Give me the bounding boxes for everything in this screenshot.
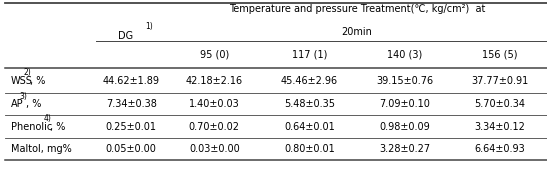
Text: 0.05±0.00: 0.05±0.00 xyxy=(106,144,157,154)
Text: 156 (5): 156 (5) xyxy=(482,50,517,60)
Text: 0.70±0.02: 0.70±0.02 xyxy=(189,122,240,131)
Text: 117 (1): 117 (1) xyxy=(292,50,327,60)
Text: 44.62±1.89: 44.62±1.89 xyxy=(103,76,160,86)
Text: 45.46±2.96: 45.46±2.96 xyxy=(281,76,338,86)
Text: 3): 3) xyxy=(19,92,27,101)
Text: 5.48±0.35: 5.48±0.35 xyxy=(284,99,335,109)
Text: DG: DG xyxy=(118,31,133,41)
Text: , %: , % xyxy=(30,76,45,86)
Text: 0.64±0.01: 0.64±0.01 xyxy=(284,122,335,131)
Text: 95 (0): 95 (0) xyxy=(200,50,229,60)
Text: 1): 1) xyxy=(145,22,153,31)
Text: 4): 4) xyxy=(43,114,51,123)
Text: Maltol, mg%: Maltol, mg% xyxy=(11,144,72,154)
Text: 2): 2) xyxy=(23,68,31,77)
Text: 37.77±0.91: 37.77±0.91 xyxy=(471,76,528,86)
Text: 5.70±0.34: 5.70±0.34 xyxy=(474,99,525,109)
Text: 3.34±0.12: 3.34±0.12 xyxy=(474,122,525,131)
Text: 0.80±0.01: 0.80±0.01 xyxy=(284,144,335,154)
Text: 1.40±0.03: 1.40±0.03 xyxy=(189,99,240,109)
Text: 0.98±0.09: 0.98±0.09 xyxy=(379,122,430,131)
Text: , %: , % xyxy=(50,122,66,131)
Text: 42.18±2.16: 42.18±2.16 xyxy=(186,76,243,86)
Text: 0.25±0.01: 0.25±0.01 xyxy=(106,122,157,131)
Text: WSS: WSS xyxy=(11,76,33,86)
Text: AP: AP xyxy=(11,99,24,109)
Text: 0.03±0.00: 0.03±0.00 xyxy=(189,144,240,154)
Text: 7.34±0.38: 7.34±0.38 xyxy=(106,99,157,109)
Text: Temperature and pressure Treatment(℃, kg/cm²)  at: Temperature and pressure Treatment(℃, kg… xyxy=(229,4,485,14)
Text: 7.09±0.10: 7.09±0.10 xyxy=(379,99,430,109)
Text: 39.15±0.76: 39.15±0.76 xyxy=(376,76,433,86)
Text: , %: , % xyxy=(26,99,42,109)
Text: Phenolic: Phenolic xyxy=(11,122,52,131)
Text: 6.64±0.93: 6.64±0.93 xyxy=(474,144,525,154)
Text: 20min: 20min xyxy=(341,27,373,37)
Text: 140 (3): 140 (3) xyxy=(387,50,422,60)
Text: 3.28±0.27: 3.28±0.27 xyxy=(379,144,430,154)
